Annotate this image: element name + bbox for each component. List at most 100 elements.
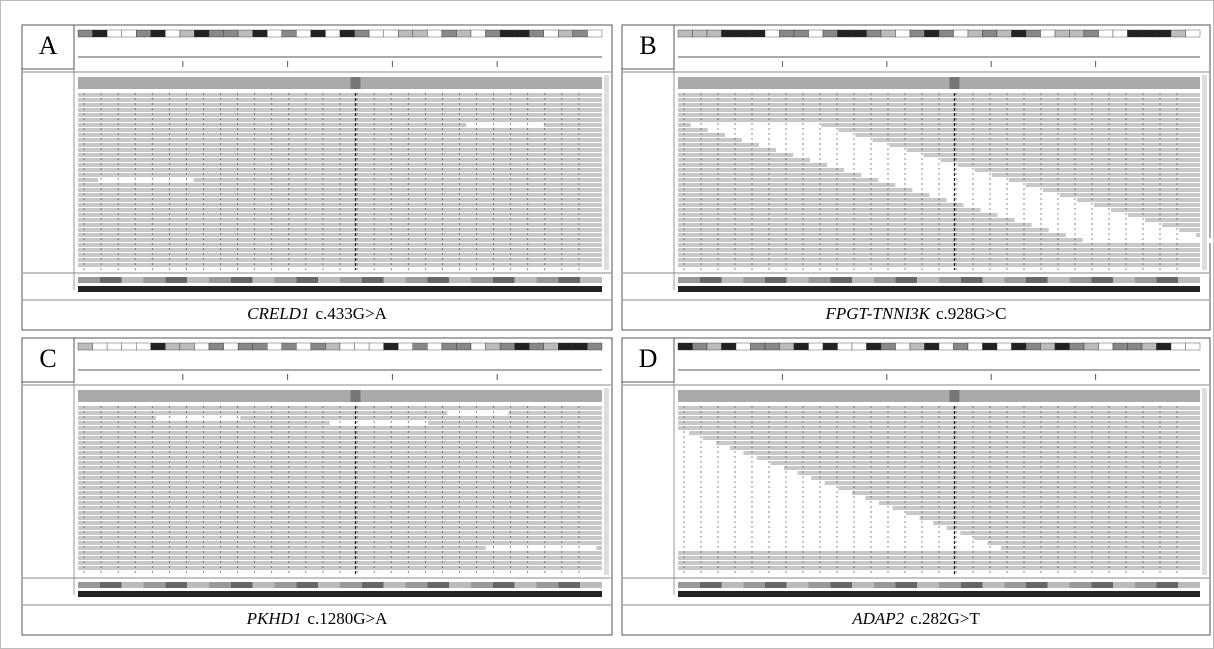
sequence-base bbox=[982, 277, 1005, 283]
read-gap bbox=[861, 173, 992, 178]
ideogram-band bbox=[1040, 342, 1056, 351]
ideogram-band bbox=[706, 29, 722, 38]
ideogram-band bbox=[938, 29, 954, 38]
sequence-base bbox=[209, 277, 231, 283]
ideogram-band bbox=[851, 29, 867, 38]
read-gap bbox=[878, 178, 1009, 183]
read-gap bbox=[678, 526, 947, 531]
ideogram-band bbox=[252, 342, 268, 351]
ideogram-band bbox=[77, 29, 93, 38]
sequence-base bbox=[1069, 582, 1092, 588]
ideogram-band bbox=[558, 342, 574, 351]
sequence-base bbox=[917, 582, 939, 588]
sequence-base bbox=[492, 277, 515, 283]
ideogram-band bbox=[967, 342, 983, 351]
ideogram-band bbox=[880, 342, 896, 351]
sequence-base bbox=[939, 582, 961, 588]
sequence-base bbox=[1026, 582, 1048, 588]
read-gap bbox=[678, 456, 757, 461]
gene-name: FPGT-TNNI3K bbox=[824, 304, 931, 323]
igv-panel: B FPGT-TNNI3K c.928G>C bbox=[621, 24, 1214, 331]
read-gap bbox=[678, 496, 866, 501]
sequence-base bbox=[873, 277, 896, 283]
read-gap bbox=[1031, 223, 1163, 228]
sequence-base bbox=[939, 277, 961, 283]
sequence-base bbox=[449, 582, 471, 588]
sequence-base bbox=[99, 582, 122, 588]
read-gap bbox=[678, 481, 825, 486]
sequence-base bbox=[536, 582, 559, 588]
read-gap bbox=[678, 431, 690, 436]
read-gap bbox=[776, 148, 907, 153]
ideogram-band bbox=[1185, 29, 1201, 38]
ideogram-band bbox=[764, 342, 780, 351]
sequence-base bbox=[121, 582, 144, 588]
sequence-base bbox=[536, 277, 559, 283]
ideogram-band bbox=[822, 342, 838, 351]
ideogram-band bbox=[325, 342, 341, 351]
ideogram-band bbox=[412, 342, 428, 351]
read-gap bbox=[97, 178, 194, 183]
label-box bbox=[21, 337, 75, 383]
sequence-base bbox=[721, 582, 744, 588]
ideogram-band bbox=[354, 29, 370, 38]
sequence-base bbox=[1091, 277, 1113, 283]
read-gap bbox=[741, 138, 873, 143]
ideogram-band bbox=[1054, 342, 1070, 351]
ideogram-band bbox=[837, 342, 853, 351]
coverage-variant bbox=[949, 77, 960, 89]
sequence-base bbox=[471, 277, 493, 283]
read-gap bbox=[1082, 238, 1214, 243]
ideogram-band bbox=[750, 342, 766, 351]
read-gap bbox=[793, 153, 924, 158]
ideogram-band bbox=[92, 29, 108, 38]
sequence-base bbox=[786, 277, 809, 283]
ideogram-band bbox=[779, 342, 795, 351]
gene-track bbox=[678, 286, 1200, 292]
ideogram-band bbox=[735, 342, 751, 351]
sequence-base bbox=[230, 277, 253, 283]
ideogram-band bbox=[1156, 342, 1172, 351]
ideogram-band bbox=[179, 342, 195, 351]
sequence-base bbox=[187, 582, 209, 588]
read-gap bbox=[678, 451, 744, 456]
ideogram-band bbox=[368, 29, 384, 38]
ideogram-band bbox=[750, 29, 766, 38]
coverage-track bbox=[78, 77, 602, 89]
ideogram-band bbox=[721, 342, 737, 351]
sequence-base bbox=[558, 582, 581, 588]
ideogram-band bbox=[267, 29, 282, 38]
ideogram-band bbox=[1156, 29, 1172, 38]
read-gap bbox=[678, 546, 1001, 551]
ideogram-band bbox=[1098, 29, 1114, 38]
ideogram-band bbox=[296, 342, 312, 351]
panel-label: D bbox=[639, 344, 658, 373]
ideogram-band bbox=[529, 342, 544, 351]
ideogram-band bbox=[924, 29, 940, 38]
sequence-base bbox=[1156, 582, 1179, 588]
read-gap bbox=[485, 546, 597, 551]
ideogram-band bbox=[837, 29, 853, 38]
read-gap bbox=[929, 193, 1060, 198]
sequence-base bbox=[296, 277, 319, 283]
ideogram-band bbox=[136, 29, 151, 38]
read-gap bbox=[724, 133, 856, 138]
ideogram-band bbox=[735, 29, 751, 38]
ideogram-band bbox=[150, 29, 166, 38]
variant: c.433G>A bbox=[315, 304, 387, 323]
ideogram-band bbox=[866, 342, 882, 351]
sequence-base bbox=[1134, 582, 1157, 588]
ideogram-band bbox=[764, 29, 780, 38]
ideogram-band bbox=[136, 342, 151, 351]
read-gap bbox=[678, 536, 974, 541]
sequence-base bbox=[580, 582, 602, 588]
ideogram-band bbox=[706, 342, 722, 351]
sequence-base bbox=[318, 277, 340, 283]
ideogram-band bbox=[692, 342, 708, 351]
ideogram-band bbox=[996, 342, 1012, 351]
ideogram-band bbox=[499, 342, 515, 351]
ideogram-band bbox=[924, 342, 940, 351]
sequence-base bbox=[1047, 277, 1070, 283]
caption: ADAP2 c.282G>T bbox=[851, 609, 980, 628]
caption: FPGT-TNNI3K c.928G>C bbox=[824, 304, 1006, 323]
